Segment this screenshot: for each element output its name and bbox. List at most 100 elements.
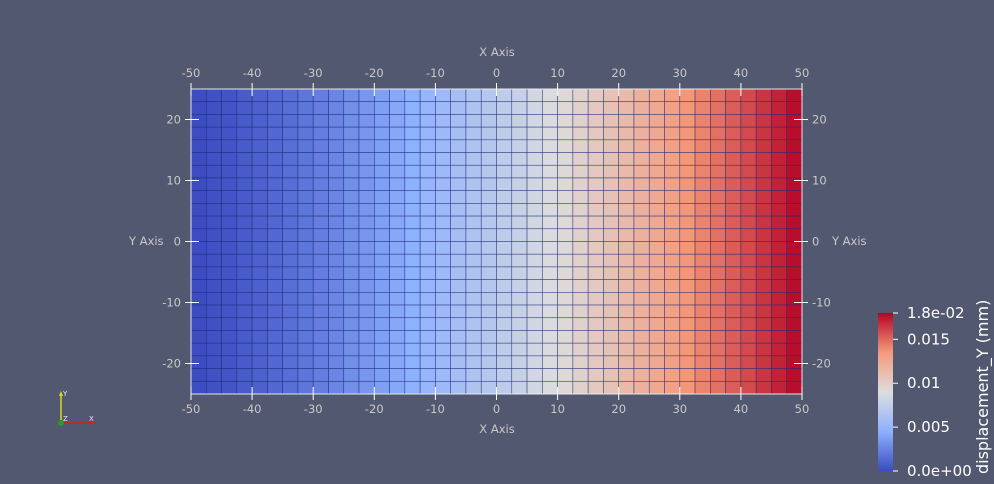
mesh-cell [328,241,345,255]
mesh-cell [205,215,222,230]
mesh-cell [373,139,390,153]
mesh-cell [694,380,711,395]
mesh-cell [404,253,421,268]
mesh-cell [435,317,451,331]
mesh-cell [190,215,207,230]
mesh-cell [419,228,436,242]
mesh-cell [312,241,329,255]
mesh-cell [664,368,681,382]
mesh-cell [465,330,482,344]
mesh-cell [358,164,375,179]
mesh-cell [465,164,482,179]
mesh-cell [618,342,635,357]
mesh-cell [679,88,696,103]
mesh-cell [740,292,757,306]
mesh-cell [221,101,238,115]
mesh-cell [267,342,283,357]
mesh-cell [572,203,589,217]
mesh-cell [480,253,497,268]
mesh-cell [480,342,497,357]
mesh-cell [435,304,451,319]
mesh-cell [725,368,742,382]
mesh-cell [435,241,451,255]
mesh-cell [297,177,314,191]
color-legend[interactable]: 1.8e-02 0.015 0.01 0.005 0.0e+00 displacemen… [878,300,993,480]
mesh-cell [572,304,589,319]
mesh-cell [480,177,497,191]
mesh-cell [618,101,635,115]
x-tick-label-top: 40 [734,66,749,80]
triad-x-arrow [90,421,95,425]
mesh-cell [419,342,436,357]
mesh-cell [251,342,268,357]
mesh-cell [190,253,207,268]
mesh-cell [343,355,360,369]
mesh-cell [664,355,681,369]
mesh-cell [587,139,604,153]
mesh-cell [389,152,406,166]
mesh-cell [786,190,803,204]
mesh-cell [419,139,436,153]
mesh-cell [404,139,421,153]
mesh-cell [205,152,222,166]
mesh-cell [343,177,360,191]
orientation-triad[interactable]: Y Z X [58,390,95,426]
mesh-cell [786,101,803,115]
mesh-cell [465,355,482,369]
mesh-cell [648,279,665,293]
mesh-cell [404,380,421,395]
mesh-cell [404,114,421,128]
mesh-cell [328,139,345,153]
mesh-cell [190,368,207,382]
mesh-cell [251,126,268,141]
mesh-cell [786,279,803,293]
mesh-cell [343,266,360,280]
mesh-cell [435,355,451,369]
mesh-cell [694,317,711,331]
mesh-cell [603,279,619,293]
mesh-cell [312,139,329,153]
mesh-cell [312,114,329,128]
mesh-cell [373,330,390,344]
mesh-cell [542,241,558,255]
mesh-cell [679,279,696,293]
mesh-cell [190,190,207,204]
mesh-cell [419,330,436,344]
mesh-cell [236,317,253,331]
mesh-cell [419,215,436,230]
x-tick-label-top: -40 [243,66,262,80]
mesh-cell [496,101,513,115]
mesh-cell [771,88,788,103]
y-tick-label-right: -20 [812,357,831,371]
mesh-cell [664,177,681,191]
mesh-cell [343,279,360,293]
mesh-cell [221,139,238,153]
color-legend-bar[interactable] [878,313,893,471]
mesh-cell [312,317,329,331]
mesh-cell [710,203,726,217]
mesh-cell [587,317,604,331]
mesh-cell [572,279,589,293]
mesh-cell [267,164,283,179]
mesh-cell [373,101,390,115]
mesh-cell [755,241,772,255]
mesh-cell [190,114,207,128]
mesh-cell [633,241,650,255]
mesh-cell [603,228,619,242]
mesh-cell [633,279,650,293]
mesh-cell [725,342,742,357]
mesh-cell [312,203,329,217]
mesh-cell [740,114,757,128]
mesh-cell [633,190,650,204]
mesh-cell [480,228,497,242]
x-tick-label-top: 30 [672,66,687,80]
mesh-cell [664,342,681,357]
mesh-cell [725,190,742,204]
mesh-cell [312,253,329,268]
mesh-cell [267,253,283,268]
color-legend-label: 0.005 [907,418,950,436]
mesh-cell [312,368,329,382]
mesh-cell [282,177,299,191]
mesh-cell [343,292,360,306]
